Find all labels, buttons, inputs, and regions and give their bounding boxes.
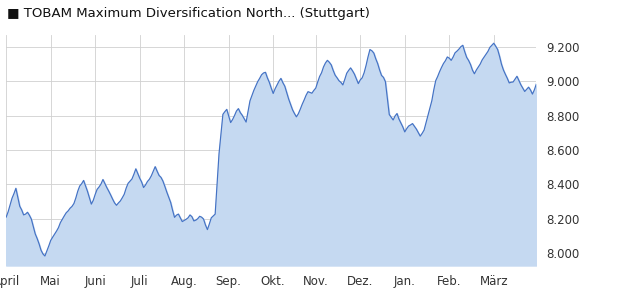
Text: ■ TOBAM Maximum Diversification North... (Stuttgart): ■ TOBAM Maximum Diversification North...… — [7, 8, 370, 20]
